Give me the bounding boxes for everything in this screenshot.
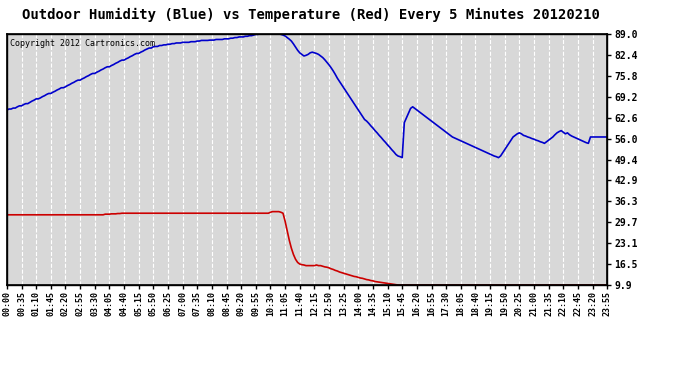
Text: Copyright 2012 Cartronics.com: Copyright 2012 Cartronics.com bbox=[10, 39, 155, 48]
Text: Outdoor Humidity (Blue) vs Temperature (Red) Every 5 Minutes 20120210: Outdoor Humidity (Blue) vs Temperature (… bbox=[21, 8, 600, 22]
